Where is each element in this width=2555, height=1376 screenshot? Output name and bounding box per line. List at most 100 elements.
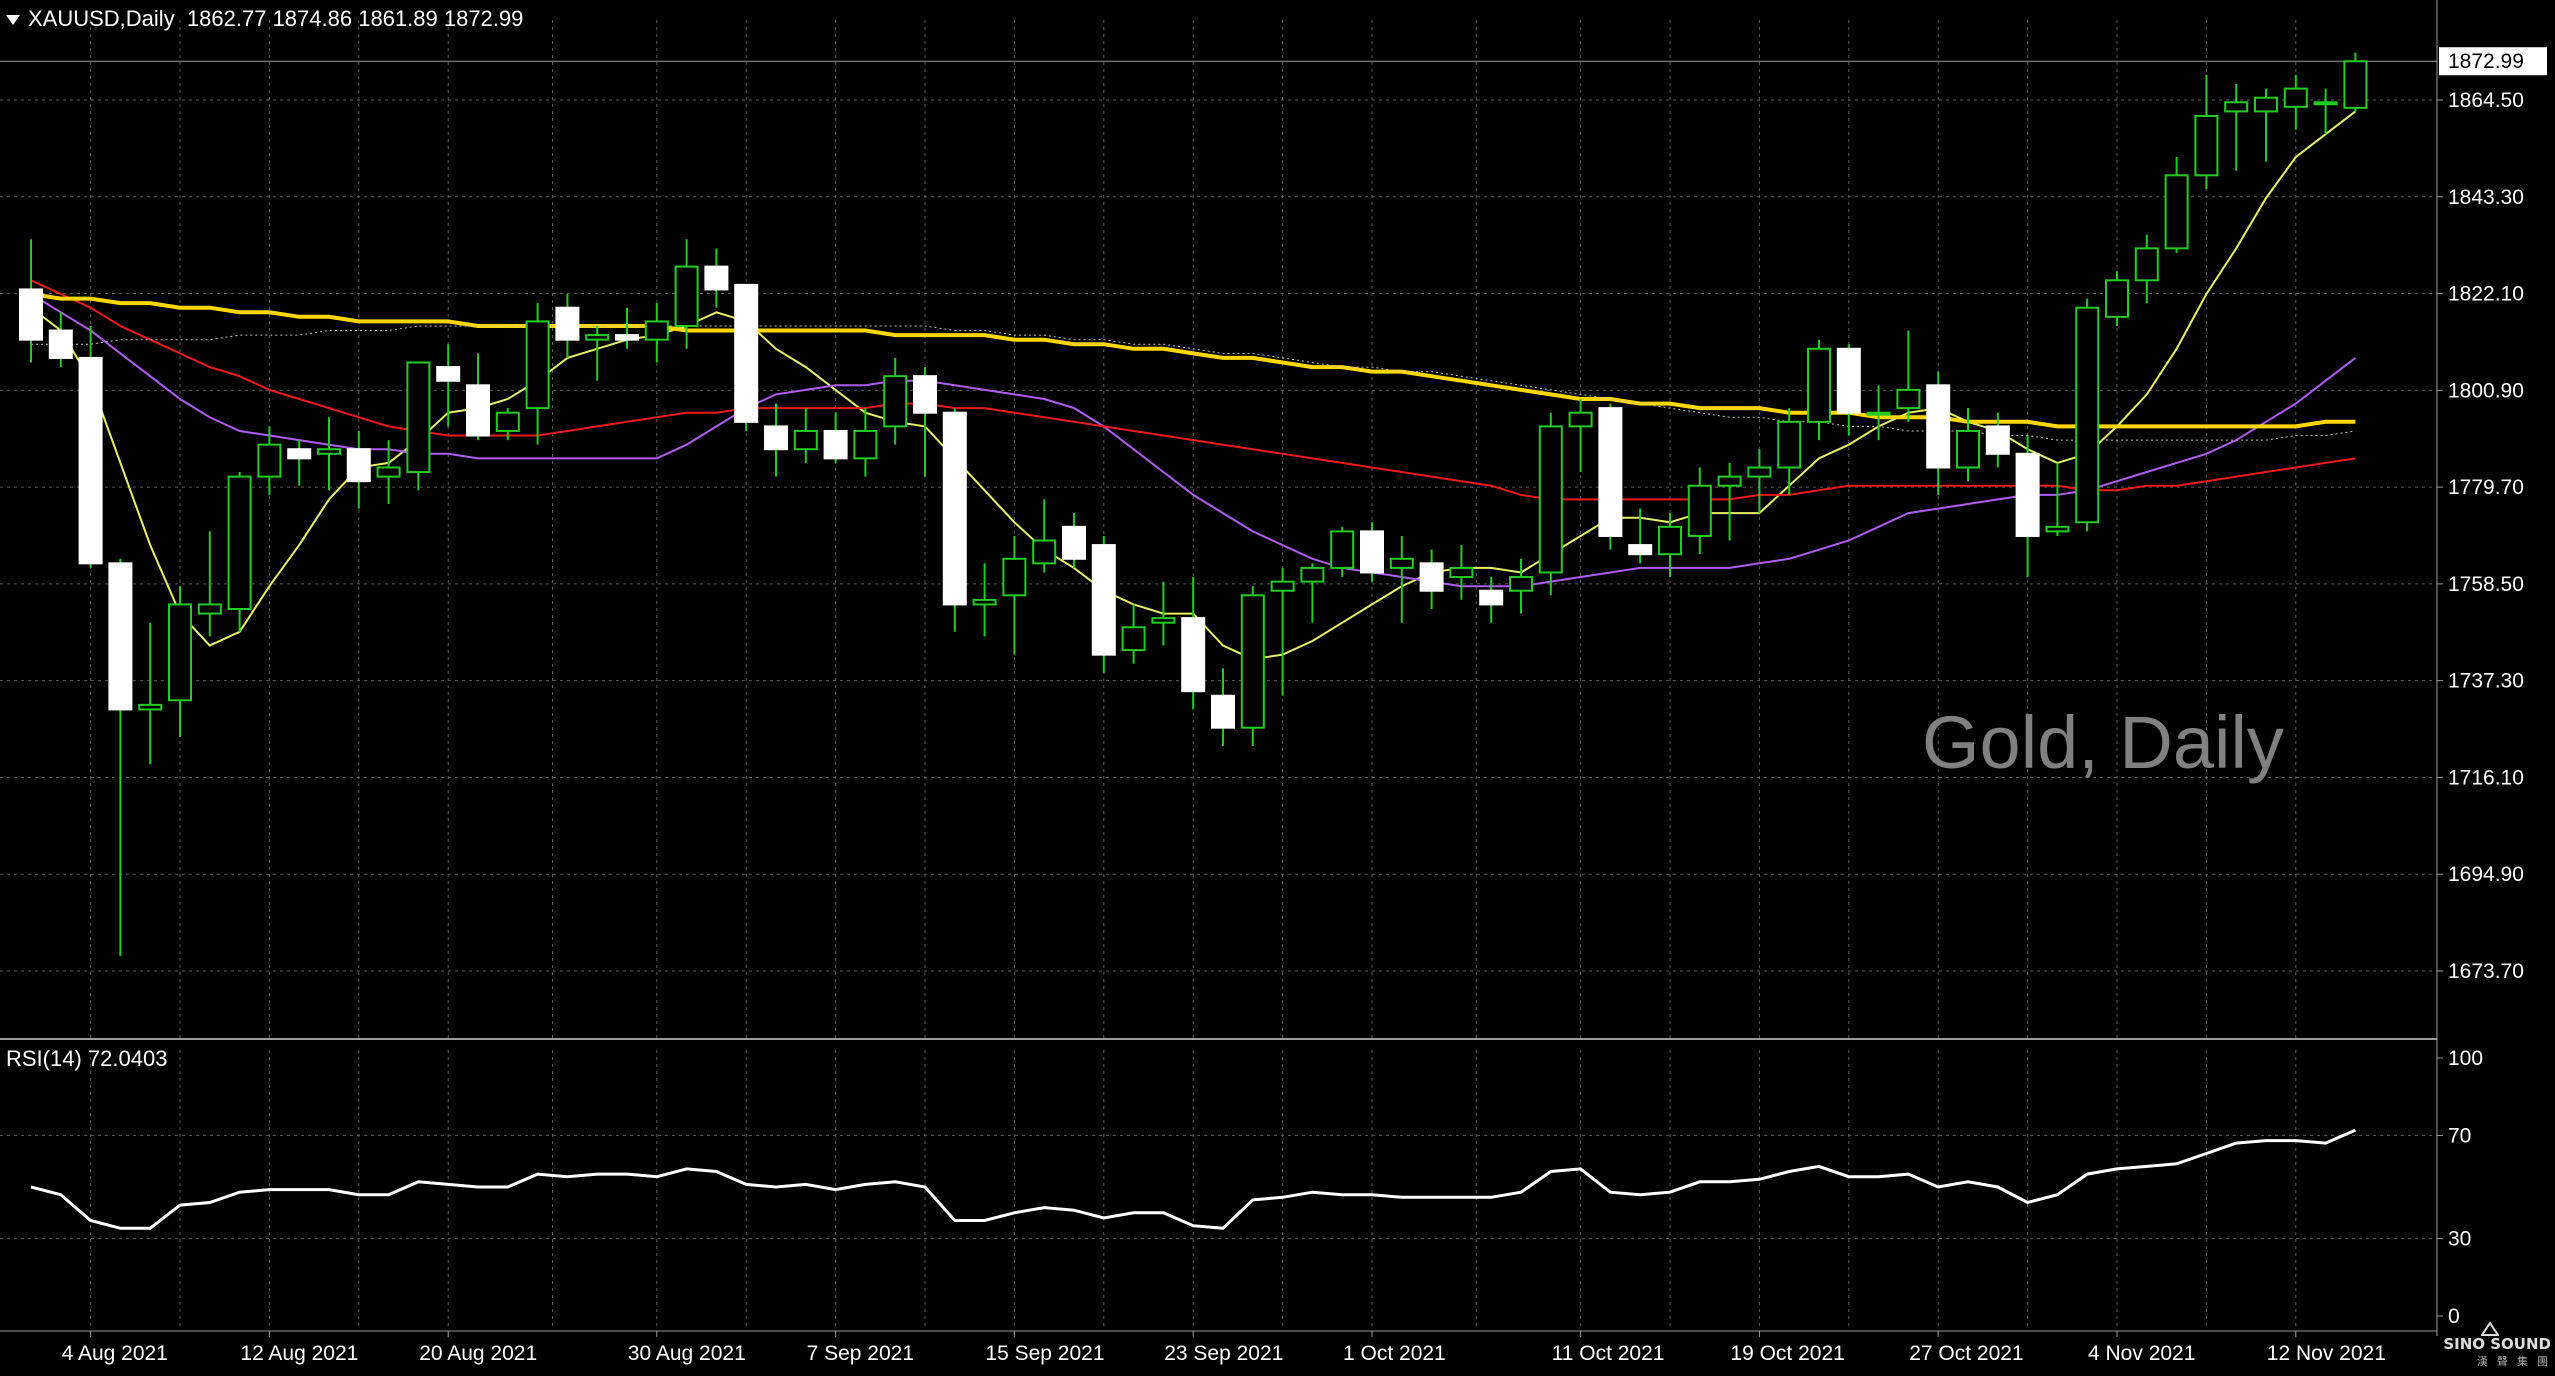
time-axis-label: 4 Nov 2021 [2088, 1342, 2195, 1365]
time-axis-label: 7 Sep 2021 [807, 1342, 914, 1365]
rsi-axis-label: 30 [2448, 1228, 2471, 1251]
time-axis-label: 12 Aug 2021 [240, 1342, 358, 1365]
candle-bull [1717, 475, 1742, 487]
candle-bear [2015, 452, 2040, 537]
time-axis-label: 30 Aug 2021 [628, 1342, 746, 1365]
candle-bull [2045, 525, 2070, 533]
candle-bull [1538, 425, 1563, 574]
candle-bull [1777, 420, 1802, 469]
candle-bear [48, 329, 73, 359]
candle-bull [1956, 429, 1980, 469]
price-axis-label: 1716.10 [2448, 766, 2524, 789]
candle-bear [555, 306, 580, 341]
candle-bull [2313, 101, 2338, 106]
candle-bear [1628, 544, 1653, 556]
candle-bear [764, 425, 788, 451]
candle-bull [197, 603, 222, 615]
candle-bear [287, 448, 312, 460]
dropdown-triangle-icon[interactable] [6, 15, 20, 26]
candle-bull [585, 334, 610, 341]
candle-bull [525, 320, 550, 410]
time-axis-label: 1 Oct 2021 [1343, 1342, 1446, 1365]
price-axis-label: 1779.70 [2448, 476, 2524, 499]
price-axis-label: 1800.90 [2448, 379, 2524, 402]
candle-bull [972, 598, 997, 606]
current-price-label: 1872.99 [2448, 50, 2524, 73]
candle-bear [466, 384, 490, 437]
candle-bull [793, 429, 818, 451]
candle-bull [317, 448, 341, 455]
candle-bull [406, 361, 431, 474]
candle-bear [436, 366, 461, 382]
time-axis-label: 27 Oct 2021 [1909, 1342, 2023, 1365]
candle-bear [1598, 407, 1623, 537]
time-axis-label: 23 Sep 2021 [1164, 1342, 1283, 1365]
candle-bull [2254, 96, 2278, 113]
candle-bear [615, 334, 639, 341]
candle-bear [942, 411, 967, 606]
price-axis-label: 1737.30 [2448, 670, 2524, 693]
rsi-line [30, 1128, 2356, 1230]
candle-bull [1687, 484, 1712, 537]
candle-bull [138, 703, 163, 711]
candle-bull [168, 603, 192, 702]
candle-bear [913, 375, 937, 414]
candle-bull [1032, 539, 1057, 565]
rsi-axis-label: 0 [2448, 1305, 2460, 1328]
candle-bull [2283, 87, 2308, 108]
logo-mark-icon [2481, 1321, 2499, 1336]
candle-bear [108, 562, 133, 711]
candle-bull [2134, 247, 2159, 282]
candle-bull [1002, 557, 1027, 597]
candle-bull [1389, 557, 1414, 569]
candle-bear [1926, 384, 1951, 469]
time-axis-label: 20 Aug 2021 [419, 1342, 537, 1365]
candle-bull [2075, 306, 2100, 524]
candle-bear [1181, 617, 1206, 693]
candle-bull [257, 443, 282, 478]
candle-bear [1360, 530, 1384, 574]
chart-watermark: Gold, Daily [1922, 701, 2284, 784]
price-axis-label: 1843.30 [2448, 186, 2524, 209]
logo-subtext: 漢 聲 集 團 [2476, 1356, 2551, 1368]
candle-bear [1479, 589, 1504, 606]
candle-bull [883, 375, 908, 428]
candle-bull [1568, 411, 1593, 428]
price-axis-label: 1758.50 [2448, 573, 2524, 596]
candle-bull [1509, 576, 1533, 592]
candle-bear [1211, 694, 1235, 729]
candle-bear [1836, 347, 1861, 414]
time-axis-label: 4 Aug 2021 [62, 1342, 168, 1365]
candle-bull [2194, 114, 2219, 177]
candle-bull [1658, 525, 1682, 556]
chart-header: XAUUSD,Daily 1862.77 1874.86 1861.89 187… [6, 6, 523, 32]
brand-logo: SINO SOUND 漢 聲 集 團 [2443, 1321, 2551, 1368]
rsi-axis-label: 100 [2448, 1047, 2483, 1070]
candle-bull [2105, 279, 2129, 318]
candle-bull [644, 320, 669, 341]
time-axis-label: 12 Nov 2021 [2267, 1342, 2386, 1365]
logo-text: SINO SOUND [2443, 1335, 2551, 1353]
candle-bear [734, 283, 759, 423]
price-axis-label: 1822.10 [2448, 283, 2524, 306]
candle-bear [346, 448, 371, 483]
rsi-axis-label: 70 [2448, 1124, 2471, 1147]
candle-bull [1330, 530, 1355, 569]
candle-bull [1270, 580, 1295, 592]
candle-bull [674, 265, 699, 327]
candle-bear [704, 265, 729, 291]
candle-bear [823, 429, 848, 460]
candle-bull [1121, 626, 1146, 652]
candle-bull [853, 429, 878, 460]
candle-bear [1985, 425, 2010, 455]
price-axis-label: 1673.70 [2448, 960, 2524, 983]
candle-bull [1300, 566, 1325, 583]
time-axis-label: 11 Oct 2021 [1552, 1342, 1665, 1365]
candle-bear [1419, 562, 1444, 592]
candle-bull [1240, 594, 1265, 729]
candle-bull [1807, 347, 1831, 423]
symbol-label: XAUUSD,Daily [28, 6, 175, 31]
candle-bull [495, 411, 520, 432]
